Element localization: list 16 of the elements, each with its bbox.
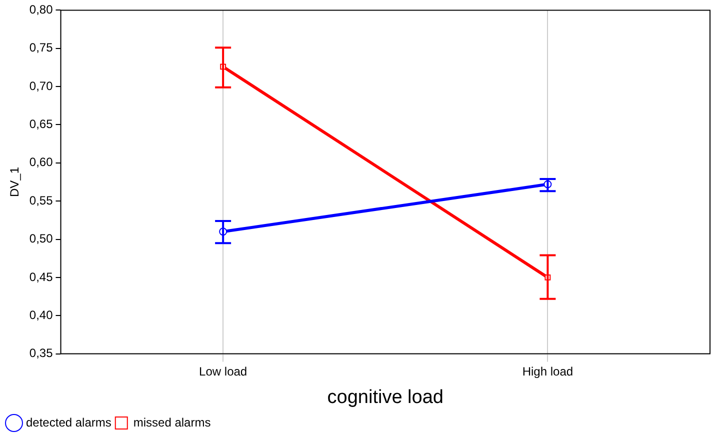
y-tick-label: 0,45: [29, 270, 54, 284]
x-axis-title: cognitive load: [327, 386, 444, 408]
y-tick-label: 0,35: [29, 346, 54, 360]
legend-label: missed alarms: [133, 415, 211, 430]
y-tick-label: 0,75: [29, 40, 54, 55]
legend-label: detected alarms: [26, 415, 112, 430]
y-tick-label: 0,40: [29, 308, 54, 322]
y-tick-label: 0,70: [29, 78, 54, 93]
y-axis-title: DV_1: [8, 166, 22, 198]
y-tick-label: 0,55: [29, 193, 54, 208]
y-tick-label: 0,80: [29, 2, 54, 17]
y-tick-label: 0,60: [29, 155, 54, 170]
x-tick-label: Low load: [199, 364, 248, 378]
y-tick-label: 0,50: [29, 232, 54, 246]
x-tick-label: High load: [522, 364, 574, 378]
y-tick-label: 0,65: [29, 117, 54, 132]
